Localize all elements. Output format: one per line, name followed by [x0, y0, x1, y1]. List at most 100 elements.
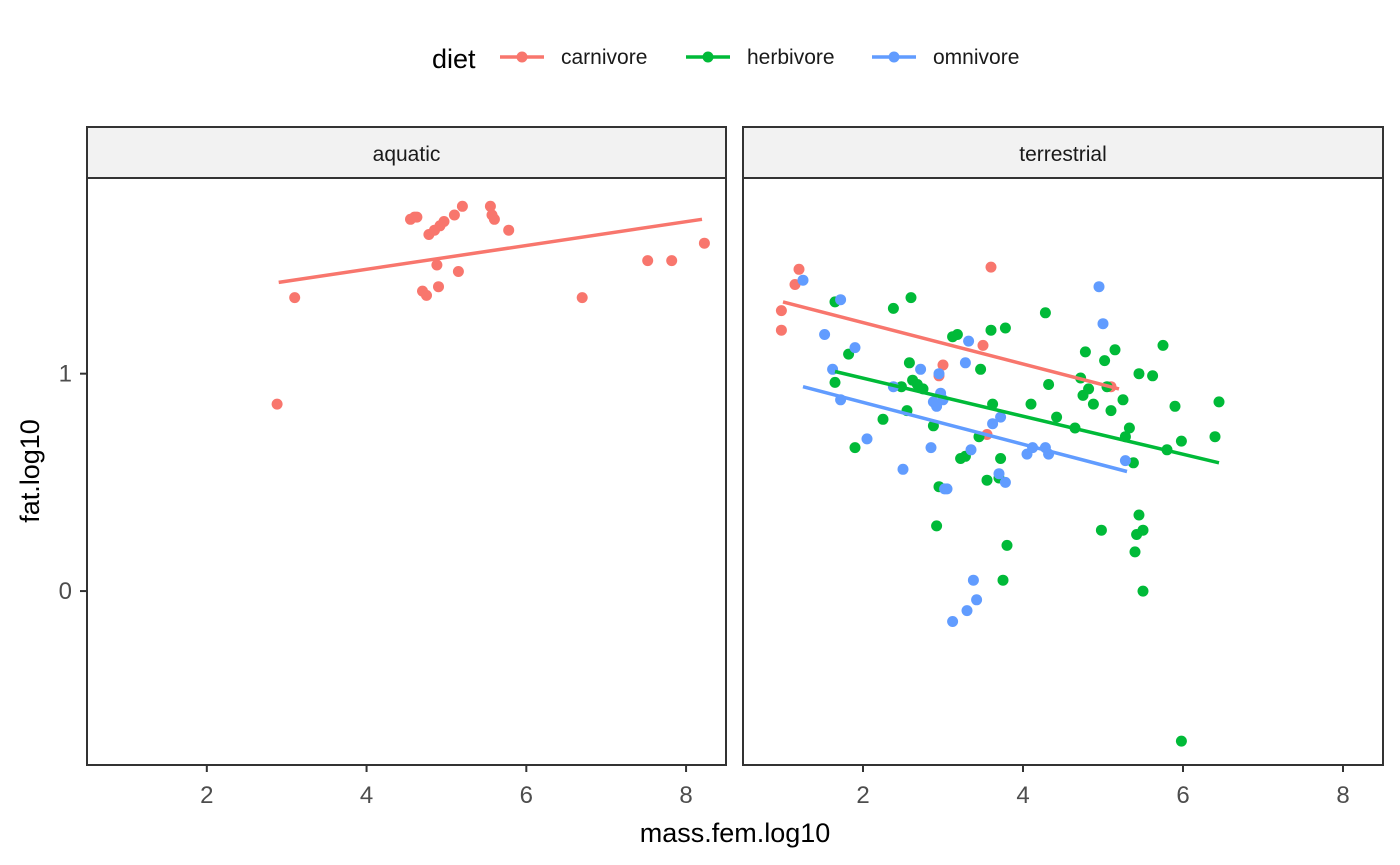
point-carnivore — [488, 213, 500, 225]
y-tick-label: 1 — [59, 361, 72, 388]
point-herbivore — [1109, 344, 1121, 356]
x-tick-label: 4 — [1016, 782, 1029, 809]
point-carnivore — [484, 200, 496, 212]
x-tick-label: 2 — [200, 782, 213, 809]
legend-key-point — [702, 51, 714, 63]
point-herbivore — [1087, 398, 1099, 410]
strip-label-terrestrial: terrestrial — [1019, 143, 1107, 166]
legend-label-herbivore: herbivore — [747, 46, 835, 69]
point-carnivore — [666, 255, 678, 267]
point-herbivore — [1039, 307, 1051, 319]
point-herbivore — [1133, 368, 1145, 380]
legend-item-omnivore: omnivore — [872, 46, 1019, 69]
point-herbivore — [1175, 735, 1187, 747]
point-omnivore — [999, 476, 1011, 488]
trend-line-carnivore — [782, 300, 1120, 391]
point-herbivore — [1099, 355, 1111, 367]
point-omnivore — [965, 444, 977, 456]
point-omnivore — [897, 463, 909, 475]
point-herbivore — [999, 322, 1011, 334]
strip-aquatic — [86, 126, 727, 179]
point-herbivore — [905, 292, 917, 304]
point-herbivore — [981, 474, 993, 486]
point-carnivore — [775, 324, 787, 336]
y-tick-label: 0 — [59, 578, 72, 605]
point-herbivore — [951, 329, 963, 340]
point-omnivore — [1097, 318, 1109, 330]
point-herbivore — [1209, 431, 1221, 443]
point-carnivore — [793, 263, 805, 275]
point-carnivore — [698, 237, 710, 249]
point-herbivore — [1083, 383, 1095, 395]
trend-line-omnivore — [802, 385, 1128, 474]
point-carnivore — [271, 398, 283, 410]
point-herbivore — [887, 302, 899, 314]
point-herbivore — [829, 376, 841, 388]
point-omnivore — [819, 329, 831, 340]
point-omnivore — [995, 411, 1007, 423]
point-herbivore — [1137, 524, 1149, 536]
point-carnivore — [448, 209, 460, 221]
point-herbivore — [849, 442, 861, 454]
point-carnivore — [411, 211, 423, 223]
point-omnivore — [1119, 455, 1131, 467]
point-omnivore — [797, 274, 809, 286]
point-omnivore — [835, 294, 847, 306]
point-omnivore — [915, 363, 927, 375]
point-herbivore — [1095, 524, 1107, 536]
point-herbivore — [931, 520, 943, 532]
point-carnivore — [452, 266, 464, 277]
legend-label-omnivore: omnivore — [933, 46, 1019, 69]
trend-line-herbivore — [834, 369, 1220, 465]
point-omnivore — [925, 442, 937, 454]
point-omnivore — [959, 357, 971, 369]
legend-key-point — [888, 51, 900, 63]
point-carnivore — [576, 292, 588, 304]
point-carnivore — [985, 261, 997, 273]
point-herbivore — [1157, 339, 1169, 351]
x-tick-label: 8 — [1336, 782, 1349, 809]
x-tick-label: 6 — [1176, 782, 1189, 809]
point-omnivore — [961, 605, 973, 617]
point-carnivore — [977, 339, 989, 351]
point-herbivore — [1137, 585, 1149, 597]
point-carnivore — [431, 259, 443, 271]
point-herbivore — [1079, 346, 1091, 358]
point-herbivore — [1051, 411, 1063, 423]
point-omnivore — [941, 483, 953, 495]
x-tick-label: 6 — [520, 782, 533, 809]
point-omnivore — [967, 574, 979, 586]
point-herbivore — [975, 363, 987, 375]
point-omnivore — [849, 342, 861, 354]
point-carnivore — [421, 289, 432, 301]
point-herbivore — [1169, 400, 1181, 412]
point-herbivore — [1147, 370, 1159, 382]
point-herbivore — [1105, 405, 1117, 417]
point-herbivore — [997, 574, 1009, 586]
panel-terrestrial: terrestrial 2 4 6 8 — [742, 126, 1384, 809]
point-herbivore — [995, 453, 1007, 464]
point-omnivore — [987, 418, 999, 430]
point-herbivore — [985, 324, 997, 336]
point-herbivore — [1133, 509, 1145, 521]
point-carnivore — [775, 305, 787, 317]
point-herbivore — [1117, 394, 1129, 406]
trend-line-carnivore — [278, 217, 703, 285]
point-carnivore — [642, 255, 654, 267]
point-herbivore — [1025, 398, 1037, 410]
legend-title: diet — [432, 44, 476, 74]
point-carnivore — [937, 359, 949, 371]
point-omnivore — [947, 616, 959, 627]
point-herbivore — [1175, 435, 1187, 447]
x-tick-label: 4 — [360, 782, 373, 809]
point-herbivore — [1213, 396, 1225, 408]
point-herbivore — [1129, 546, 1141, 558]
panel-aquatic: aquatic 2 4 6 8 — [86, 126, 727, 809]
y-axis-title: fat.log10 — [15, 419, 45, 523]
x-tick-label: 8 — [679, 782, 692, 809]
legend-label-carnivore: carnivore — [561, 46, 647, 69]
point-carnivore — [456, 200, 468, 212]
point-omnivore — [933, 368, 945, 380]
point-carnivore — [438, 216, 450, 227]
